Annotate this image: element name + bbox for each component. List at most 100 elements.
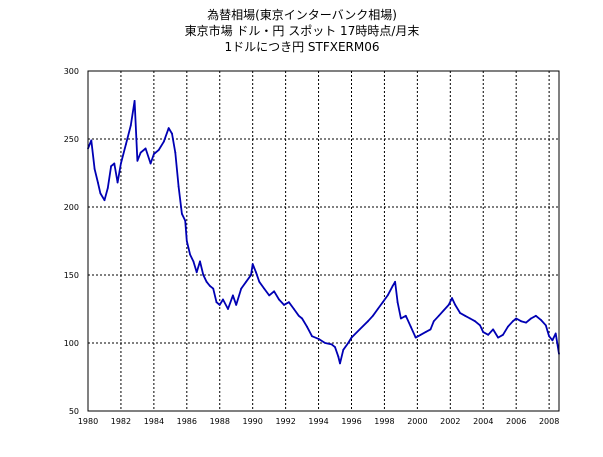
data-point [209, 285, 211, 287]
data-point [451, 297, 453, 299]
data-point [103, 199, 106, 202]
data-point [414, 336, 417, 339]
data-point [129, 124, 132, 127]
data-point [474, 320, 476, 323]
y-axis: 300 250 200 150 100 50 [64, 67, 79, 416]
data-point [358, 328, 361, 331]
data-point [258, 280, 261, 283]
data-point [551, 339, 554, 342]
data-point [99, 192, 102, 195]
data-point [459, 312, 462, 314]
y-tick-label: 100 [64, 339, 79, 348]
data-point [195, 271, 198, 274]
data-point [283, 304, 285, 306]
x-tick-label: 1982 [111, 417, 131, 426]
data-point [153, 153, 155, 155]
y-tick-label: 300 [64, 67, 79, 76]
data-point [273, 290, 275, 293]
data-point [400, 317, 402, 320]
data-point [554, 332, 557, 335]
data-point [245, 280, 248, 283]
x-tick-label: 1992 [275, 417, 295, 426]
data-point [432, 320, 435, 323]
x-tick-label: 2006 [506, 417, 526, 426]
data-point [469, 317, 471, 320]
data-point [447, 304, 450, 306]
data-point [93, 168, 96, 170]
data-point [157, 149, 160, 151]
data-point [192, 260, 195, 263]
data-point [409, 325, 412, 328]
series-line-0 [87, 100, 560, 365]
plot-frame [87, 70, 560, 412]
data-point [174, 151, 177, 154]
data-point [199, 260, 201, 263]
data-point [502, 333, 504, 336]
data-point [215, 301, 218, 304]
data-point [492, 328, 494, 331]
data-point [334, 346, 336, 348]
data-point [149, 162, 152, 165]
data-point [330, 343, 333, 346]
data-point [184, 219, 187, 222]
x-tick-label: 2008 [539, 417, 559, 426]
data-point [479, 324, 481, 327]
data-point [288, 301, 290, 304]
data-point [311, 335, 313, 338]
data-point [535, 314, 537, 317]
data-point [222, 298, 224, 301]
chart-subtitle: 東京市場 ドル・円 スポット 17時時点/月末 [185, 23, 420, 38]
data-point [391, 285, 394, 287]
data-point [162, 140, 165, 143]
data-point [212, 287, 215, 290]
y-tick-label: 150 [64, 271, 79, 280]
data-point [429, 328, 432, 331]
data-point [144, 147, 147, 150]
data-point [525, 321, 527, 324]
data-point [177, 185, 180, 188]
data-point [372, 314, 374, 317]
data-point [394, 280, 396, 283]
data-point [442, 309, 445, 312]
data-point [367, 320, 369, 323]
data-point [227, 308, 229, 310]
data-point [520, 320, 522, 323]
data-point [464, 314, 466, 317]
data-point [136, 159, 139, 162]
data-point [205, 280, 208, 283]
data-point [218, 304, 221, 306]
data-point [540, 319, 542, 321]
data-point [297, 314, 300, 317]
series-label: 1ドルにつき円 STFXERM06 [224, 40, 379, 54]
data-point [125, 143, 127, 146]
data-point [497, 336, 499, 339]
data-point [454, 304, 457, 306]
data-point [350, 336, 353, 339]
data-point [507, 325, 509, 328]
x-tick-label: 1980 [78, 417, 98, 426]
data-point [133, 100, 136, 102]
data-point [339, 362, 341, 365]
data-point [120, 162, 122, 165]
y-tick-label: 250 [64, 135, 79, 144]
data-point [347, 342, 350, 344]
data-point [530, 317, 532, 320]
data-point [386, 294, 389, 297]
data-point [189, 253, 192, 256]
data-point [251, 263, 254, 265]
data-point [263, 287, 266, 290]
x-tick-label: 1984 [144, 417, 164, 426]
data-point [113, 162, 116, 165]
data-point [268, 294, 271, 297]
data-point [235, 304, 238, 306]
x-tick-label: 1988 [210, 417, 230, 426]
data-point [381, 301, 384, 304]
data-point [317, 338, 320, 340]
x-tick-label: 1990 [243, 417, 263, 426]
y-tick-label: 200 [64, 203, 79, 212]
data-point [116, 181, 119, 184]
x-tick-label: 2000 [407, 417, 427, 426]
data-point [293, 308, 295, 310]
data-point [301, 317, 303, 320]
